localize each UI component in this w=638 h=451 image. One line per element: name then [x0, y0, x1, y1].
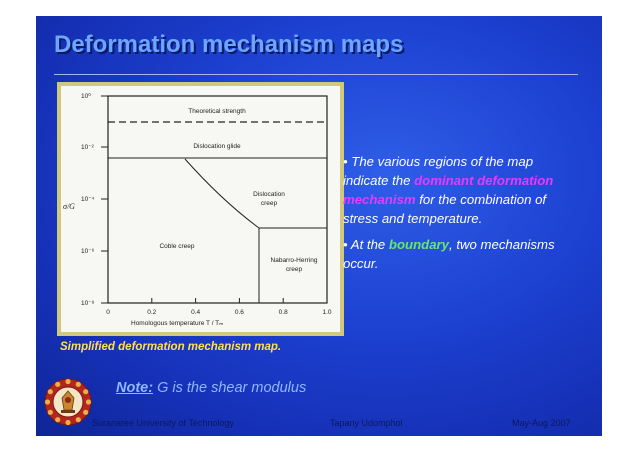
region-labels: Theoretical strength Dislocation glide D… [159, 108, 317, 273]
bullet-item: • The various regions of the map indicat… [343, 152, 573, 228]
region-label-nabarro-herring: Nabarro-Herring [271, 257, 318, 264]
y-tick-labels: 10⁰ 10⁻² 10⁻⁴ 10⁻⁶ 10⁻⁸ [81, 92, 95, 307]
x-tick-labels: 0 0.2 0.4 0.6 0.8 1.0 [106, 309, 332, 316]
x-axis-label: Homologous temperature T / Tₘ [131, 320, 223, 327]
bullet-item: • At the boundary, two mechanisms occur. [343, 235, 573, 273]
highlight-text: dominant deformation mechanism [343, 173, 554, 207]
region-label-nabarro-herring: creep [286, 266, 303, 273]
coble-dislocation-boundary [184, 158, 260, 229]
y-tick-label: 10⁰ [81, 92, 91, 100]
title-divider [54, 74, 578, 75]
note: Note: G is the shear modulus [116, 380, 306, 396]
y-axis-label: σ/G [63, 202, 75, 211]
x-axis-ticks [107, 298, 328, 303]
deformation-map-figure: 10⁰ 10⁻² 10⁻⁴ 10⁻⁶ 10⁻⁸ σ/G 0 [61, 86, 340, 332]
highlight-text: boundary [388, 237, 449, 252]
bullet-text: • The various regions of the map indicat… [343, 154, 534, 188]
note-text: G is the shear modulus [153, 380, 307, 396]
region-label-dislocation-creep: Dislocation [253, 191, 285, 198]
footer-institution: Suranaree University of Technology [92, 418, 234, 428]
x-tick-label: 0.2 [147, 309, 156, 316]
figure-frame: 10⁰ 10⁻² 10⁻⁴ 10⁻⁶ 10⁻⁸ σ/G 0 [57, 82, 344, 336]
region-label-glide: Dislocation glide [193, 143, 241, 150]
y-tick-label: 10⁻⁴ [81, 196, 95, 203]
x-tick-label: 0.8 [279, 309, 288, 316]
bullet-text: for the combination of stress and temper… [343, 192, 547, 226]
region-label-theoretical: Theoretical strength [188, 108, 246, 115]
x-tick-label: 1.0 [322, 309, 331, 316]
footer-date: May-Aug 2007 [512, 418, 571, 428]
deformation-map-svg: 10⁰ 10⁻² 10⁻⁴ 10⁻⁶ 10⁻⁸ σ/G 0 [63, 92, 332, 327]
region-label-dislocation-creep: creep [261, 200, 278, 207]
slide-title: Deformation mechanism maps [54, 31, 404, 58]
university-seal-icon [44, 378, 92, 426]
footer-author: Tapany Udomphol [330, 418, 403, 428]
note-label: Note: [116, 380, 154, 396]
y-tick-label: 10⁻⁶ [81, 248, 95, 255]
y-axis-ticks [101, 95, 108, 304]
y-tick-label: 10⁻² [81, 144, 95, 151]
region-label-coble: Coble creep [159, 243, 194, 250]
figure-caption: Simplified deformation mechanism map. [60, 341, 282, 353]
x-tick-label: 0.4 [191, 309, 200, 316]
y-tick-label: 10⁻⁸ [81, 300, 95, 307]
x-tick-label: 0.6 [235, 309, 244, 316]
x-tick-label: 0 [106, 309, 110, 316]
bullet-list: • The various regions of the map indicat… [343, 152, 573, 280]
bullet-text: , two mechanisms occur. [343, 237, 555, 271]
bullet-text: • At the [343, 237, 389, 252]
